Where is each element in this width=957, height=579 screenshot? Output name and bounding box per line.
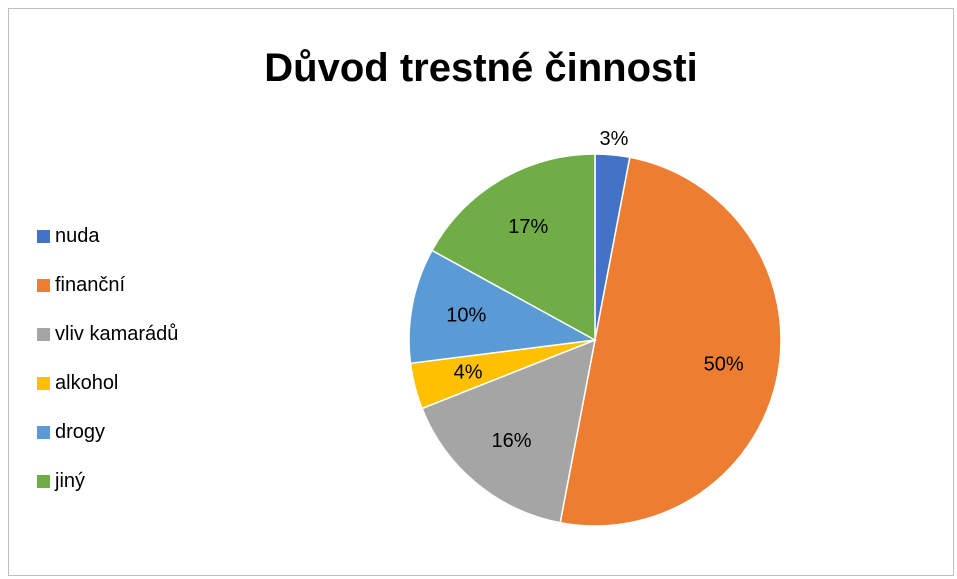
legend-label-financni: finanční bbox=[55, 274, 126, 296]
data-label-vliv-kamaradu: 16% bbox=[491, 430, 531, 452]
data-label-drogy: 10% bbox=[446, 304, 486, 326]
legend-swatch-financni bbox=[37, 279, 50, 292]
legend-swatch-alkohol bbox=[37, 377, 50, 390]
pie-slice-drogy bbox=[408, 249, 598, 365]
data-label-alkohol: 4% bbox=[454, 362, 483, 384]
legend-item-jiny: jiný bbox=[37, 457, 178, 506]
data-label-financni: 50% bbox=[704, 354, 744, 376]
legend-item-vliv-kamaradu: vliv kamarádů bbox=[37, 310, 178, 359]
legend-label-jiny: jiný bbox=[55, 470, 86, 492]
legend-swatch-drogy bbox=[37, 426, 50, 439]
legend-label-alkohol: alkohol bbox=[55, 372, 119, 394]
legend-item-financni: finanční bbox=[37, 261, 178, 310]
legend-label-vliv-kamaradu: vliv kamarádů bbox=[55, 323, 179, 345]
data-label-jiny: 17% bbox=[508, 216, 548, 238]
legend-label-drogy: drogy bbox=[55, 421, 106, 443]
legend-swatch-vliv-kamaradu bbox=[37, 328, 50, 341]
data-label-nuda: 3% bbox=[600, 128, 629, 150]
pie-slice-vliv-kamaradu bbox=[421, 338, 596, 524]
pie-slice-financni bbox=[559, 156, 782, 527]
legend-swatch-jiny bbox=[37, 475, 50, 488]
legend-label-nuda: nuda bbox=[55, 225, 100, 247]
pie-slice-jiny bbox=[430, 153, 596, 342]
chart-title: Důvod trestné činnosti bbox=[264, 46, 698, 90]
legend-item-alkohol: alkohol bbox=[37, 359, 178, 408]
legend-item-nuda: nuda bbox=[37, 212, 178, 261]
legend-swatch-nuda bbox=[37, 230, 50, 243]
legend: nuda finanční vliv kamarádů alkohol drog… bbox=[37, 212, 178, 506]
legend-item-drogy: drogy bbox=[37, 408, 178, 457]
